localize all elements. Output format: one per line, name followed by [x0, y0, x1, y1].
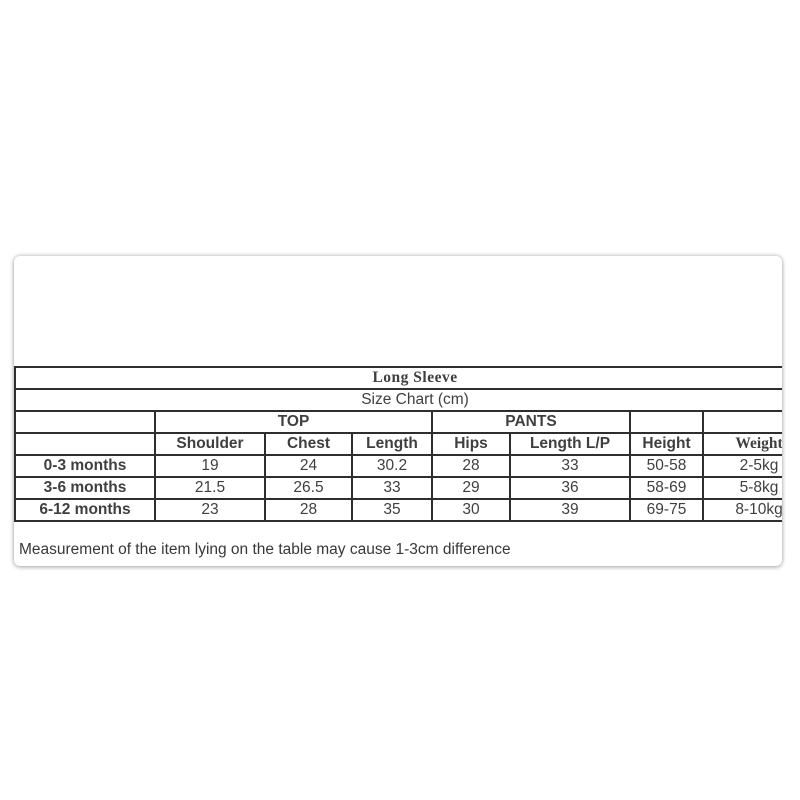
title-row: Long Sleeve — [14, 366, 782, 390]
table-cell: 35 — [351, 498, 433, 522]
group-header-pants: PANTS — [431, 410, 631, 434]
group-header-empty-weight — [701, 410, 782, 434]
table-row: 0-3 months 19 24 30.2 28 33 50-58 2-5kg — [14, 454, 782, 478]
row-label: 0-3 months — [14, 454, 156, 478]
group-header-empty-height — [629, 410, 704, 434]
table-cell: 39 — [509, 498, 631, 522]
table-cell: 33 — [509, 454, 631, 478]
table-cell: 29 — [431, 476, 511, 500]
column-header-row: Shoulder Chest Length Hips Length L/P He… — [14, 432, 782, 456]
table-cell: 30.2 — [351, 454, 433, 478]
size-chart-panel: Long Sleeve Size Chart (cm) TOP PANTS Sh… — [14, 256, 782, 566]
table-cell: 28 — [264, 498, 353, 522]
size-chart-table: Long Sleeve Size Chart (cm) TOP PANTS Sh… — [14, 366, 782, 522]
table-cell: 28 — [431, 454, 511, 478]
group-header-row: TOP PANTS — [14, 410, 782, 434]
table-cell: 2-5kg — [701, 454, 782, 478]
group-header-top: TOP — [154, 410, 433, 434]
table-cell: 69-75 — [629, 498, 704, 522]
table-cell: 58-69 — [629, 476, 704, 500]
table-cell: 8-10kg — [701, 498, 782, 522]
column-header-hips: Hips — [431, 432, 511, 456]
table-cell: 50-58 — [629, 454, 704, 478]
column-header-shoulder: Shoulder — [154, 432, 266, 456]
table-cell: 36 — [509, 476, 631, 500]
table-row: 6-12 months 23 28 35 30 39 69-75 8-10kg — [14, 498, 782, 522]
table-cell: 26.5 — [264, 476, 353, 500]
group-header-empty-label — [14, 410, 156, 434]
row-label: 6-12 months — [14, 498, 156, 522]
table-row: 3-6 months 21.5 26.5 33 29 36 58-69 5-8k… — [14, 476, 782, 500]
table-cell: 19 — [154, 454, 266, 478]
column-header-length: Length — [351, 432, 433, 456]
table-cell: 23 — [154, 498, 266, 522]
subtitle-row: Size Chart (cm) — [14, 388, 782, 412]
table-subtitle: Size Chart (cm) — [14, 388, 782, 412]
table-cell: 33 — [351, 476, 433, 500]
table-cell: 5-8kg — [701, 476, 782, 500]
column-header-length-lp: Length L/P — [509, 432, 631, 456]
table-cell: 24 — [264, 454, 353, 478]
column-header-chest: Chest — [264, 432, 353, 456]
table-cell: 30 — [431, 498, 511, 522]
row-label: 3-6 months — [14, 476, 156, 500]
column-header-height: Height — [629, 432, 704, 456]
measurement-disclaimer: Measurement of the item lying on the tab… — [19, 541, 511, 558]
column-header-weight: Weight — [701, 432, 782, 456]
table-title: Long Sleeve — [14, 366, 782, 390]
column-header-empty — [14, 432, 156, 456]
table-cell: 21.5 — [154, 476, 266, 500]
